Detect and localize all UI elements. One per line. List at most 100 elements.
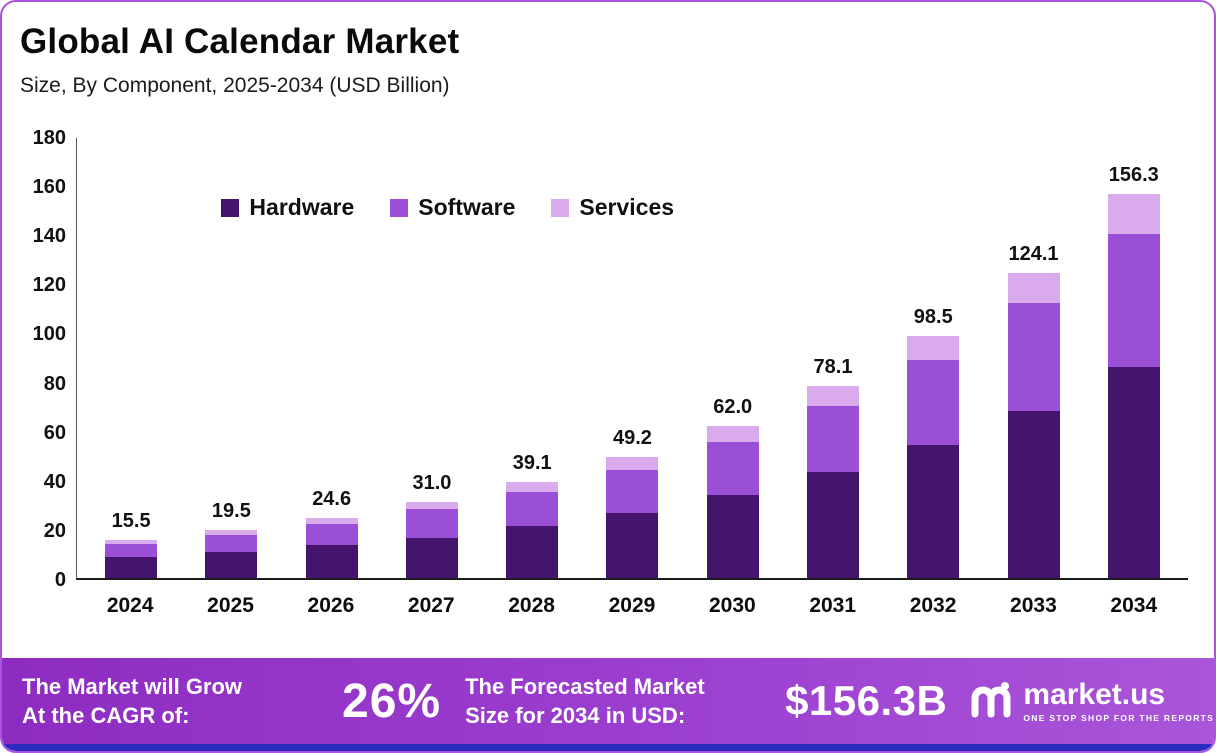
bar-segment-hardware (506, 526, 559, 578)
y-tick-label: 80 (43, 372, 66, 395)
bar-column: 156.3 (1084, 164, 1184, 578)
bar-segment-hardware (907, 445, 960, 578)
legend-item-services: Services (551, 194, 674, 221)
y-tick-label: 180 (32, 127, 66, 149)
bar-stack (506, 481, 559, 578)
brand-logo: market.us One Stop Shop for the Reports (967, 676, 1214, 727)
bar-total-label: 78.1 (813, 356, 853, 379)
forecast-caption-line2: Size for 2034 in USD: (465, 703, 686, 728)
bar-segment-services (405, 501, 458, 510)
bar-column: 49.2 (582, 427, 682, 578)
y-axis: 0 20 40 60 80 100 120 140 160 180 (12, 127, 76, 591)
bar-segment-software (1007, 303, 1060, 411)
x-axis-label: 2028 (508, 594, 555, 617)
bar-segment-services (1107, 194, 1160, 235)
bar-segment-hardware (405, 537, 458, 578)
bar-segment-services (806, 386, 859, 407)
brand-tagline: One Stop Shop for the Reports (1023, 713, 1215, 723)
x-axis-label: 2033 (1010, 594, 1057, 617)
bar-segment-software (105, 543, 158, 558)
bar-segment-hardware (105, 557, 158, 578)
footer-banner: The Market will Grow At the CAGR of: 26%… (2, 658, 1214, 744)
bar-segment-hardware (305, 544, 358, 578)
bar-segment-hardware (1107, 366, 1160, 578)
bar-segment-services (706, 425, 759, 442)
bar-column: 39.1 (482, 452, 582, 578)
x-axis-label: 2024 (106, 594, 154, 617)
bar-column: 31.0 (382, 472, 482, 578)
plot-column: Hardware Software Services 15.5 19.5 24.6 3… (76, 138, 1188, 618)
bar-segment-services (506, 481, 559, 493)
legend-marker-services (551, 198, 570, 217)
bar-segment-services (205, 530, 258, 536)
bar-segment-services (105, 539, 158, 544)
forecast-value: $156.3B (785, 677, 948, 724)
plot-area: Hardware Software Services 15.5 19.5 24.6 3… (76, 138, 1188, 580)
bar-stack (405, 501, 458, 578)
bars: 15.5 19.5 24.6 31.0 39.1 49.2 62.0 78.1 98.5 124.… (77, 138, 1188, 578)
bar-total-label: 124.1 (1008, 243, 1059, 266)
bar-segment-hardware (606, 512, 659, 578)
y-tick-label: 100 (32, 323, 66, 346)
x-axis: 2024 2025 2026 2027 2028 2029 2030 2031 2032 2033… (76, 594, 1188, 618)
x-axis-label: 2029 (608, 594, 656, 617)
bar-segment-hardware (1007, 411, 1060, 578)
legend-label-hardware: Hardware (249, 194, 355, 220)
chart-subtitle: Size, By Component, 2025-2034 (USD Billi… (20, 74, 450, 97)
legend-marker-hardware (221, 198, 240, 217)
legend-label-services: Services (579, 194, 675, 220)
forecast-caption-line1: The Forecasted Market (465, 674, 705, 699)
bar-stack (1107, 194, 1160, 578)
bar-segment-software (1107, 234, 1160, 367)
bar-segment-software (907, 359, 960, 446)
bar-stack (105, 539, 158, 578)
bar-segment-hardware (205, 552, 258, 578)
bar-column: 62.0 (683, 396, 783, 578)
cagr-value: 26% (342, 674, 442, 728)
bar-stack (606, 457, 659, 578)
x-axis-label: 2030 (708, 594, 756, 617)
bar-stack (706, 425, 759, 578)
bar-column: 24.6 (282, 488, 382, 578)
bar-total-label: 24.6 (312, 487, 352, 510)
bar-total-label: 19.5 (211, 500, 251, 523)
bar-stack (1007, 273, 1060, 578)
legend-item-hardware: Hardware (221, 194, 354, 221)
bottom-accent-strip (2, 744, 1214, 751)
bar-total-label: 156.3 (1108, 164, 1159, 187)
y-tick-label: 60 (43, 421, 66, 444)
chart-title: Global AI Calendar Market (20, 22, 460, 61)
brand-name: market.us (1023, 678, 1166, 711)
chart-header: Global AI Calendar Market Size, By Compo… (2, 2, 1214, 100)
bar-total-label: 15.5 (111, 509, 151, 532)
bar-segment-software (506, 492, 559, 527)
bar-total-label: 62.0 (713, 395, 753, 418)
legend-label-software: Software (418, 194, 516, 220)
bar-segment-software (305, 524, 358, 545)
x-axis-label: 2034 (1110, 594, 1158, 617)
legend: Hardware Software Services (221, 194, 674, 221)
bar-segment-software (606, 469, 659, 513)
x-axis-label: 2031 (809, 594, 857, 617)
cagr-caption-line2: At the CAGR of: (22, 703, 190, 728)
bar-total-label: 31.0 (412, 471, 452, 494)
bar-stack (806, 386, 859, 578)
y-tick-label: 0 (54, 569, 66, 591)
y-tick-label: 120 (32, 274, 66, 297)
bar-segment-services (1007, 273, 1060, 303)
x-axis-label: 2025 (207, 594, 254, 617)
legend-marker-software (390, 198, 409, 217)
x-axis-label: 2032 (909, 594, 957, 617)
x-axis-label: 2027 (407, 594, 455, 617)
bar-total-label: 98.5 (913, 306, 953, 329)
market-us-icon (967, 676, 1013, 727)
bar-segment-services (606, 457, 659, 470)
y-tick-label: 140 (32, 225, 66, 248)
bar-column: 19.5 (181, 500, 281, 578)
bar-segment-services (907, 336, 960, 360)
bar-segment-software (405, 509, 458, 538)
legend-item-software: Software (390, 194, 515, 221)
bar-segment-hardware (806, 472, 859, 578)
bar-segment-services (305, 517, 358, 525)
